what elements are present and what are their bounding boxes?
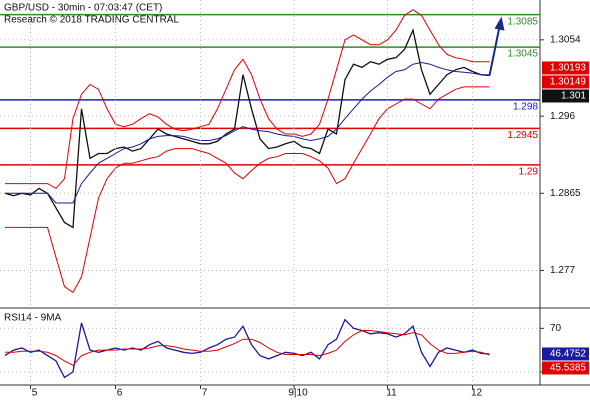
level-label: 1.2945 [507, 130, 538, 141]
series-line [5, 9, 490, 190]
series-line [4, 27, 490, 229]
y-tick-label: 1.3054 [550, 34, 581, 45]
level-label: 1.3085 [507, 16, 538, 27]
series-line [4, 318, 490, 379]
marker-label: 1.30149 [550, 77, 587, 88]
y-tick-label: 1.296 [550, 111, 575, 122]
marker-label-box [542, 61, 589, 75]
x-tick-label: 5 [32, 388, 38, 399]
marker-label: 1.30193 [550, 63, 587, 74]
chart-title: GBP/USD - 30min - 07:03:47 (CET) [4, 3, 162, 14]
x-tick-label: 7 [202, 388, 208, 399]
x-tick-label: 11 [386, 388, 397, 399]
last-rsi-label: 46.4752 [550, 349, 587, 360]
last-rsi-label-box [542, 361, 589, 375]
level-label: 1.3045 [507, 49, 538, 60]
forecast-arrowhead [494, 16, 505, 31]
level-label: 1.29 [519, 167, 539, 178]
series-line [5, 61, 490, 204]
last-price-label-box [542, 89, 589, 103]
x-tick-label: 6 [117, 388, 123, 399]
y-tick-label: 70 [550, 323, 562, 334]
level-label: 1.298 [513, 102, 538, 113]
series-line [5, 86, 490, 294]
rsi-title: RSI14 - 9MA [4, 313, 62, 324]
last-rsi-label-box [542, 347, 589, 361]
series-line [5, 330, 490, 367]
chart-subtitle: Research © 2018 TRADING CENTRAL [4, 15, 179, 26]
last-rsi-label: 45.5385 [550, 363, 587, 374]
x-tick-label: 9|10 [288, 388, 308, 399]
y-tick-label: 1.277 [550, 265, 575, 276]
x-tick-label: 12 [471, 388, 483, 399]
y-tick-label: 1.2865 [550, 188, 581, 199]
marker-label-box [542, 75, 589, 89]
forecast-arrow [488, 26, 501, 76]
last-price-label: 1.301 [561, 91, 586, 102]
